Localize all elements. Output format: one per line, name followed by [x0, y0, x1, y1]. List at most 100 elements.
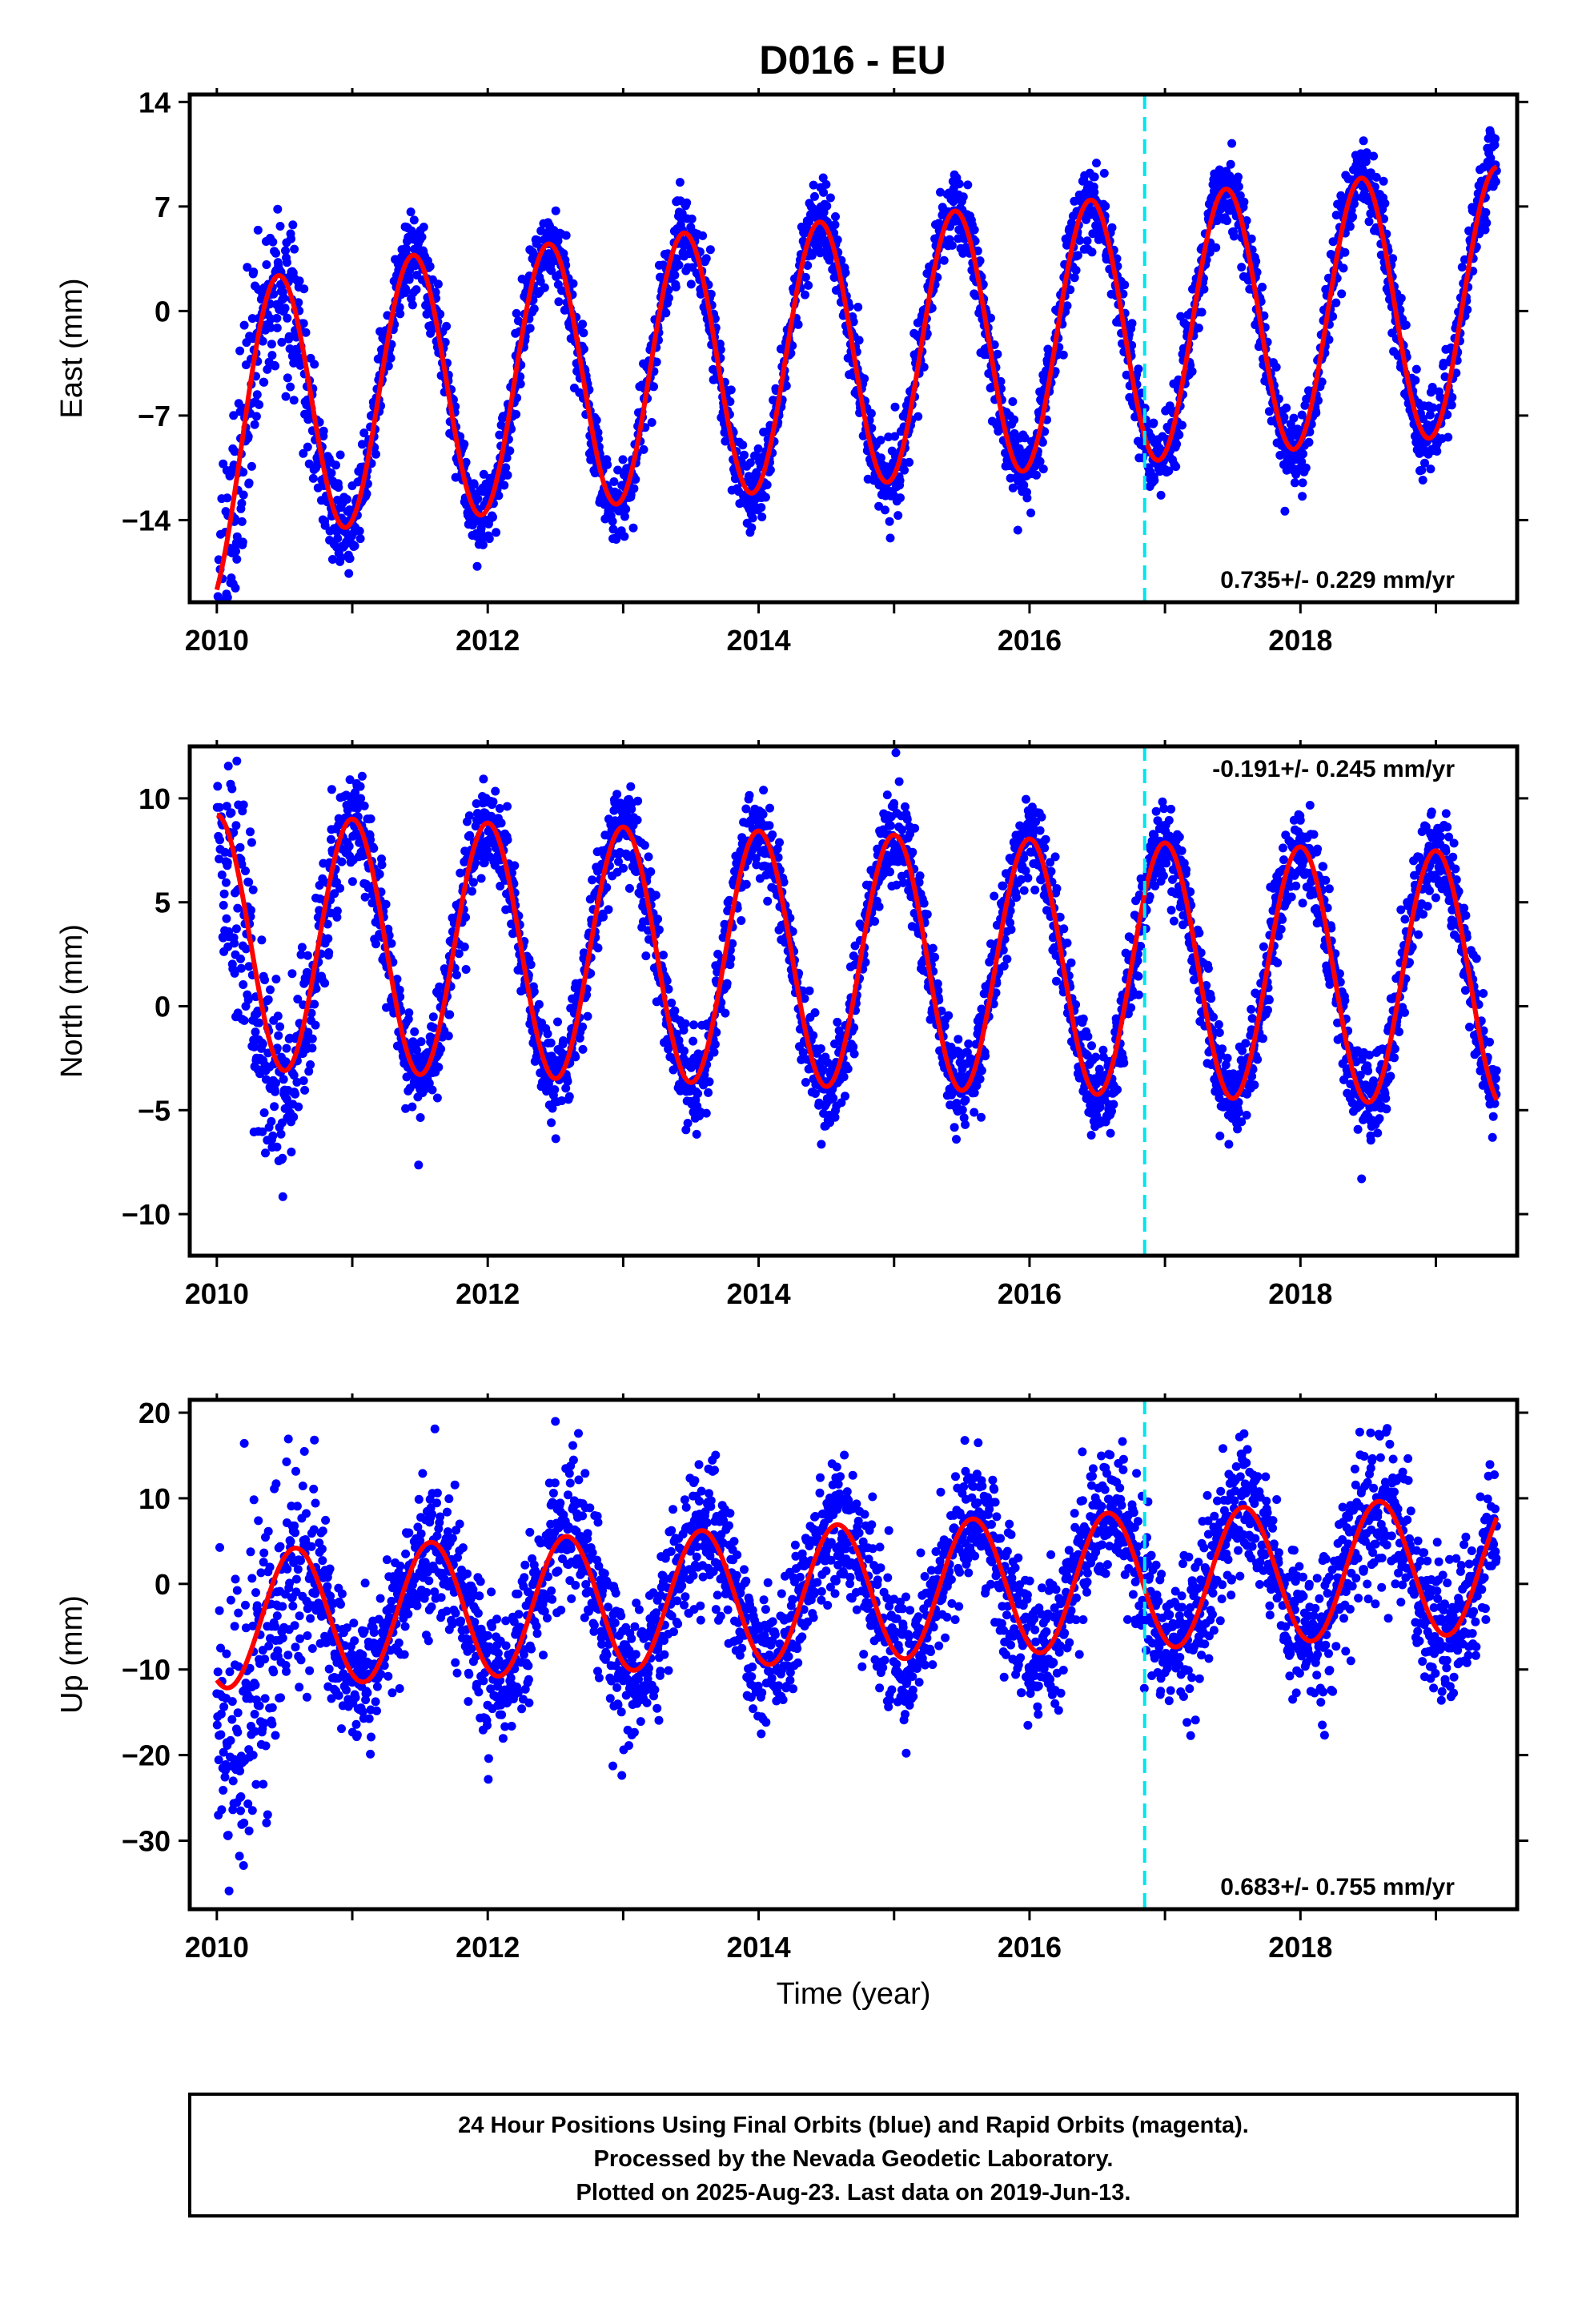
data-point	[261, 1148, 270, 1158]
data-point	[219, 661, 227, 670]
data-point	[885, 533, 895, 543]
data-point	[371, 939, 380, 949]
data-point	[233, 903, 243, 913]
data-point	[608, 517, 617, 526]
data-point	[1019, 480, 1029, 490]
data-point	[239, 1015, 249, 1025]
data-point	[299, 448, 308, 458]
data-point	[1008, 483, 1018, 493]
data-point	[404, 1008, 414, 1018]
data-point	[258, 1127, 267, 1136]
data-point	[993, 349, 1002, 359]
data-point	[496, 882, 505, 891]
data-point	[250, 1042, 259, 1051]
figure-title: D016 - EU	[759, 38, 946, 82]
data-point	[701, 1108, 711, 1118]
data-point	[763, 896, 773, 906]
data-point	[253, 225, 263, 235]
data-point	[243, 263, 252, 272]
data-point	[359, 801, 369, 810]
data-point	[554, 297, 564, 307]
data-point	[1013, 525, 1022, 535]
data-point	[692, 1129, 701, 1139]
data-point	[568, 279, 578, 288]
data-point	[436, 309, 445, 319]
data-point	[460, 440, 469, 449]
data-point	[747, 523, 757, 533]
data-point	[704, 1088, 713, 1097]
data-point	[375, 870, 384, 879]
data-point	[1457, 263, 1467, 272]
data-point	[472, 799, 481, 808]
data-point	[614, 857, 623, 866]
data-point	[468, 878, 478, 887]
data-point	[1425, 410, 1435, 420]
data-point	[939, 255, 949, 265]
final-orbits-points	[213, 126, 1501, 670]
data-point	[546, 1038, 556, 1047]
data-point	[501, 463, 511, 472]
data-point	[469, 480, 479, 489]
data-point	[258, 336, 267, 346]
data-point	[239, 980, 248, 989]
data-point	[335, 883, 345, 893]
data-point	[1428, 403, 1438, 412]
data-point	[461, 912, 471, 922]
data-point	[1122, 370, 1131, 380]
data-point	[387, 939, 396, 948]
data-point	[282, 1043, 291, 1053]
data-point	[1087, 247, 1097, 257]
data-point	[722, 979, 732, 988]
data-point	[1134, 364, 1143, 374]
data-point	[876, 453, 885, 463]
data-point	[1229, 231, 1239, 241]
data-point	[1020, 433, 1030, 443]
data-point	[922, 269, 932, 278]
data-point	[1299, 449, 1307, 459]
data-point	[408, 300, 417, 310]
data-point	[1311, 408, 1321, 418]
data-point	[913, 412, 923, 421]
data-point	[237, 859, 247, 869]
data-point	[451, 472, 460, 482]
data-point	[454, 949, 464, 959]
data-point	[227, 784, 237, 794]
data-point	[819, 187, 829, 197]
data-point	[271, 1087, 280, 1096]
data-point	[689, 1036, 698, 1046]
data-point	[404, 275, 414, 284]
data-point	[609, 477, 619, 486]
data-point	[654, 925, 664, 935]
data-point	[849, 317, 858, 327]
data-point	[529, 987, 539, 996]
data-point	[1279, 412, 1289, 422]
data-point	[484, 534, 494, 544]
data-point	[653, 915, 663, 924]
data-point	[1038, 464, 1048, 474]
data-point	[357, 771, 367, 781]
data-point	[288, 220, 298, 230]
data-point	[1290, 478, 1299, 488]
data-point	[239, 468, 248, 477]
data-point	[275, 222, 285, 231]
data-point	[841, 268, 850, 277]
data-point	[292, 1077, 302, 1087]
model-fit-line	[214, 164, 1498, 591]
data-point	[644, 852, 653, 862]
data-point	[355, 534, 365, 544]
data-point	[294, 1102, 303, 1112]
data-point	[300, 1085, 310, 1095]
data-point	[408, 1102, 417, 1112]
data-point	[533, 235, 542, 245]
data-point	[1380, 199, 1390, 208]
data-point	[821, 179, 831, 189]
data-point	[954, 179, 964, 189]
data-point	[512, 409, 521, 419]
data-point	[428, 1085, 437, 1095]
data-point	[639, 444, 648, 454]
data-point	[231, 821, 241, 830]
data-point	[273, 1011, 283, 1021]
